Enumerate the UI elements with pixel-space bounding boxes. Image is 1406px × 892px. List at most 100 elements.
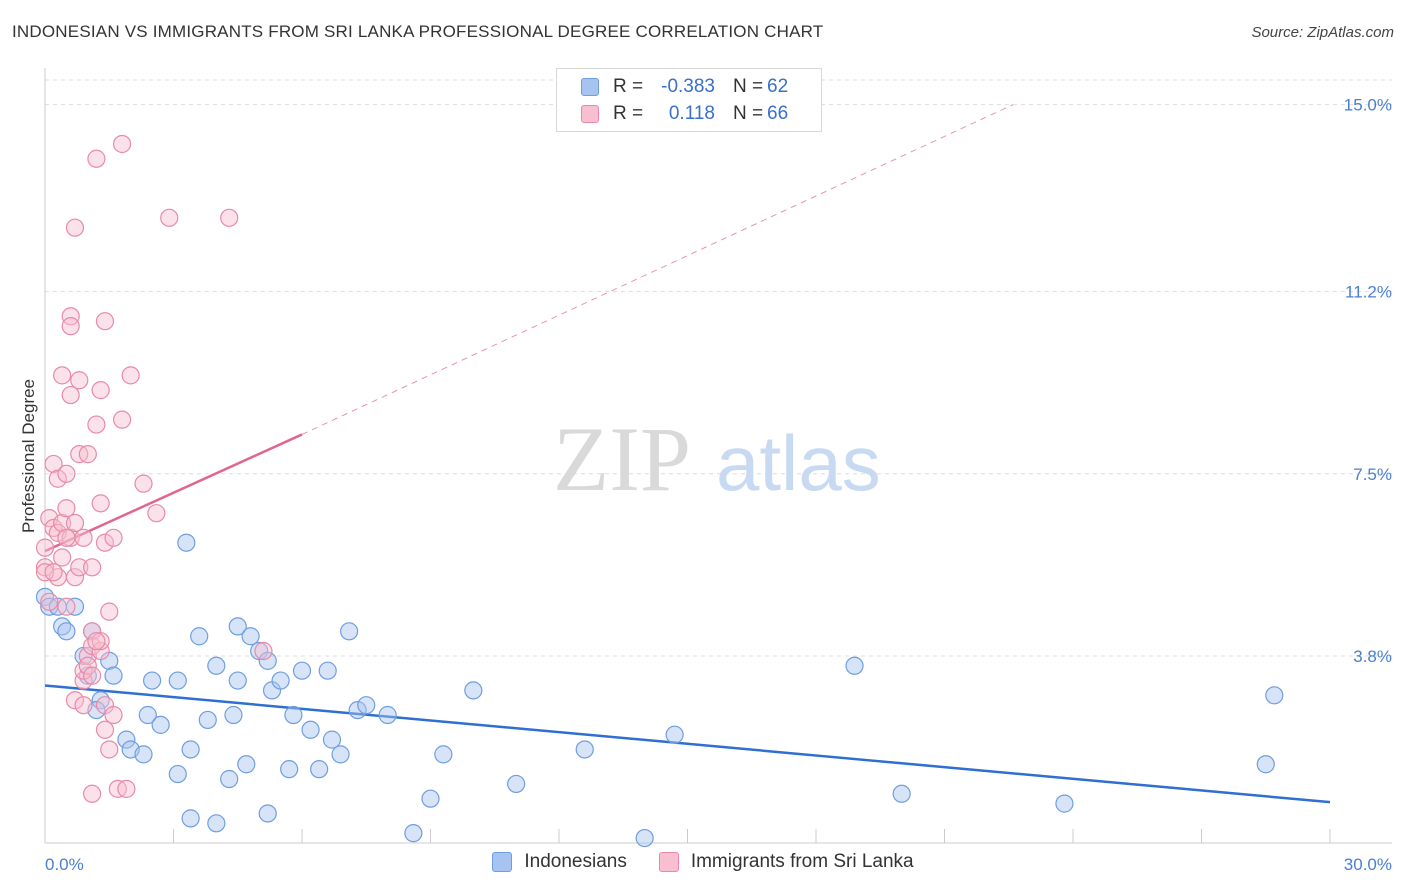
point-sri-lanka-35 [83,558,102,577]
y-tick-label-1: 7.5% [1353,465,1392,484]
point-indonesian-20 [168,671,187,690]
point-sri-lanka-45 [95,720,115,739]
point-sri-lanka-29 [78,656,97,675]
source-credit: Source: ZipAtlas.com [1251,24,1394,41]
point-indonesian-55 [507,774,526,794]
point-sri-lanka-18 [61,317,80,336]
x-tick-label-right: 30.0% [1344,855,1392,874]
trend-extension-1 [301,104,1014,435]
point-sri-lanka-52 [112,410,132,429]
point-sri-lanka-1 [35,558,55,577]
point-sri-lanka-16 [61,307,80,326]
legend-swatch-blue [492,852,513,872]
point-indonesian-54 [464,681,483,700]
point-indonesian-45 [322,730,342,749]
legend-r-value: 0.118 [668,103,715,124]
trend-lines [44,104,1331,804]
point-indonesian-49 [357,696,376,715]
point-indonesian-26 [207,656,226,675]
point-sri-lanka-62 [57,528,76,547]
y-tick-label-2: 11.2% [1345,283,1392,302]
point-sri-lanka-48 [104,705,123,725]
legend-n-label: N = [733,76,764,97]
x-tick-label-left: 0.0% [45,855,84,874]
point-indonesian-25 [198,710,217,730]
point-indonesian-32 [237,755,256,774]
point-indonesian-47 [340,622,359,641]
point-sri-lanka-26 [74,671,93,690]
point-sri-lanka-38 [91,381,110,400]
chart-title: INDONESIAN VS IMMIGRANTS FROM SRI LANKA … [12,22,824,41]
axes [44,68,1392,844]
point-sri-lanka-25 [74,528,93,547]
point-indonesian-40 [284,705,303,725]
watermark: ZIP atlas [553,408,881,510]
point-sri-lanka-56 [147,504,166,523]
gridlines [45,79,1392,657]
point-indonesian-48 [348,700,367,720]
point-sri-lanka-30 [78,445,97,464]
legend-label: Indonesians [524,851,627,872]
point-indonesian-4 [57,622,76,641]
point-indonesian-22 [181,740,200,759]
legend-label: Immigrants from Sri Lanka [690,851,914,872]
point-sri-lanka-54 [121,366,140,385]
legend-row-sri-lanka: R = 0.118 N = 66 [581,101,788,127]
point-indonesian-51 [404,824,423,843]
point-indonesian-13 [117,730,136,749]
point-sri-lanka-12 [57,499,76,518]
point-indonesian-39 [280,760,299,779]
point-sri-lanka-65 [87,632,106,651]
series-legend: Indonesians Immigrants from Sri Lanka [0,851,1406,873]
legend-item-indonesians[interactable]: Indonesians [492,851,627,873]
point-sri-lanka-6 [48,469,67,488]
point-sri-lanka-53 [117,779,136,798]
point-indonesian-46 [331,745,350,764]
point-sri-lanka-61 [44,563,63,582]
point-indonesian-31 [228,617,247,636]
point-indonesian-42 [301,720,320,739]
point-sri-lanka-59 [254,641,273,661]
point-indonesian-41 [292,661,312,680]
point-indonesian-36 [258,651,277,670]
point-sri-lanka-21 [65,513,85,533]
point-sri-lanka-24 [70,558,89,577]
legend-swatch-blue [581,78,599,96]
point-indonesian-17 [142,671,162,690]
point-indonesian-30 [228,671,247,690]
point-sri-lanka-49 [104,528,123,547]
data-points [35,134,1284,848]
point-sri-lanka-64 [74,696,93,715]
point-indonesian-57 [635,828,654,848]
point-sri-lanka-0 [35,538,55,557]
point-sri-lanka-22 [70,371,89,390]
point-sri-lanka-15 [61,385,80,405]
legend-r-value: -0.383 [661,76,715,97]
point-sri-lanka-40 [91,641,110,661]
legend-r-label: R = [613,76,644,97]
point-sri-lanka-19 [65,218,85,237]
point-sri-lanka-11 [53,513,72,533]
point-indonesian-19 [168,764,187,784]
legend-n-value: 62 [767,76,789,97]
point-sri-lanka-43 [95,533,115,552]
point-indonesian-10 [104,666,123,685]
point-indonesian-61 [1055,794,1074,813]
legend-n-label: N = [733,103,764,124]
watermark-zip: ZIP [553,408,691,510]
point-sri-lanka-17 [61,528,80,547]
point-sri-lanka-57 [160,208,179,227]
legend-item-sri-lanka[interactable]: Immigrants from Sri Lanka [658,851,914,873]
point-indonesian-53 [434,745,453,764]
point-indonesian-27 [207,814,226,833]
point-indonesian-43 [310,760,329,779]
point-sri-lanka-36 [87,415,106,434]
point-sri-lanka-41 [91,632,110,651]
point-sri-lanka-31 [83,666,102,685]
point-sri-lanka-51 [112,134,132,154]
trend-line-0 [44,684,1331,804]
point-indonesian-62 [1256,755,1275,774]
point-sri-lanka-46 [100,602,119,621]
point-sri-lanka-44 [95,312,115,331]
